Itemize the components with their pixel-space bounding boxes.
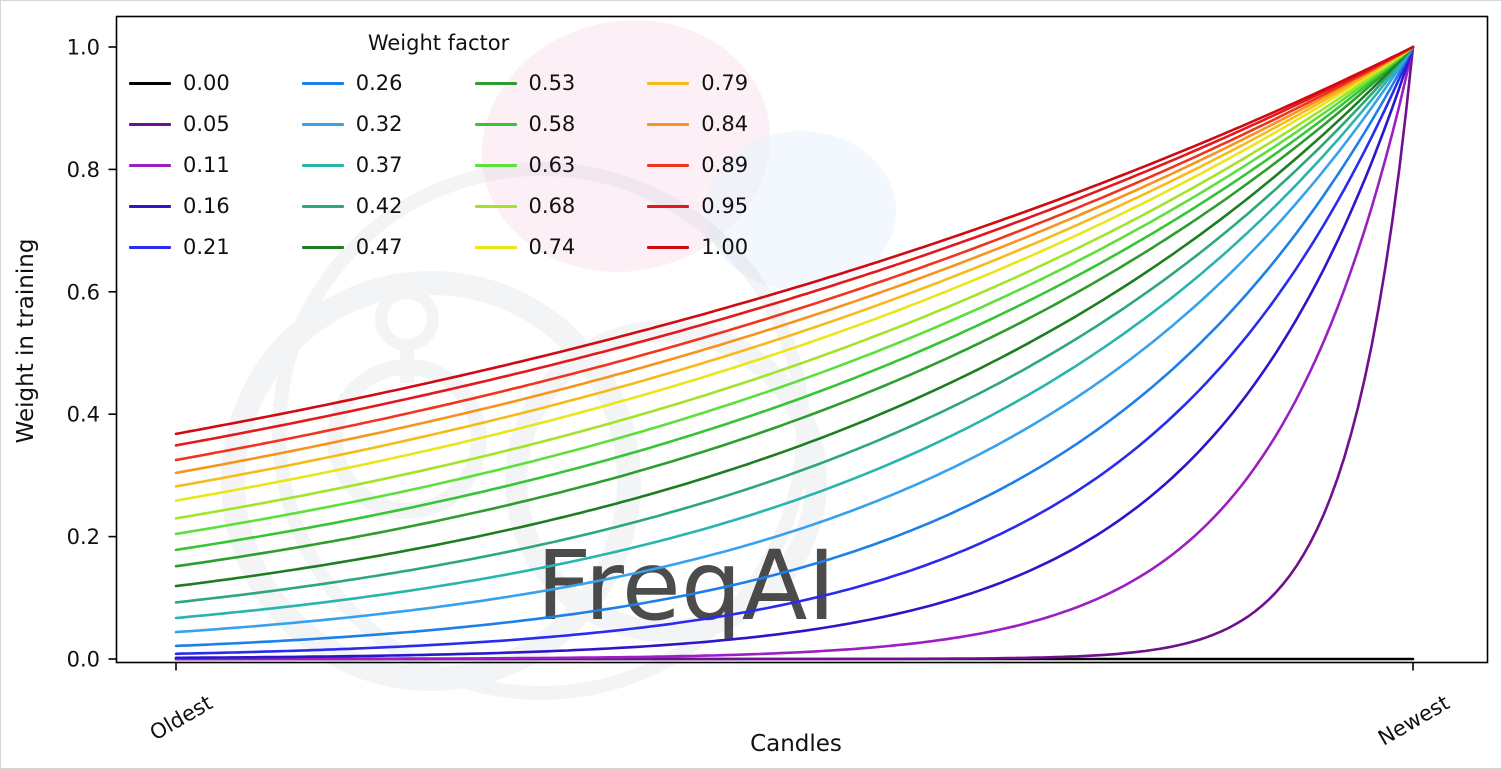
curve-wf-0.74 — [174, 45, 1415, 502]
y-tick-label: 0.8 — [67, 158, 100, 182]
watermark-ring-outer — [272, 162, 810, 700]
watermark-text: FreqAI — [536, 530, 836, 642]
y-tick-label: 0.0 — [67, 648, 100, 672]
x-tick-label: Newest — [1374, 691, 1453, 751]
curve-wf-0.68 — [174, 45, 1415, 520]
watermark-ring-medium — [505, 320, 827, 642]
curve-wf-0.79 — [174, 45, 1415, 488]
watermark-ring-large — [221, 271, 641, 691]
curve-wf-0.11 — [174, 45, 1415, 661]
x-axis-label: Candles — [750, 731, 842, 757]
freqai-watermark: FreqAI — [221, 20, 896, 700]
y-tick-label: 1.0 — [67, 36, 100, 60]
y-axis-label: Weight in training — [13, 239, 39, 444]
curve-wf-0.21 — [174, 45, 1415, 656]
curve-wf-0.26 — [174, 45, 1415, 648]
watermark-stopwatch-knob — [375, 287, 439, 351]
curve-wf-0.37 — [174, 45, 1415, 620]
y-tick-label: 0.4 — [67, 403, 100, 427]
watermark-blue-blob — [706, 131, 896, 291]
curve-wf-0.42 — [174, 45, 1415, 604]
curves-group — [174, 45, 1415, 661]
curve-wf-0.16 — [174, 45, 1415, 660]
curve-wf-0.95 — [174, 45, 1415, 447]
watermark-pink-blob — [481, 20, 771, 272]
curve-wf-0.63 — [174, 45, 1415, 536]
curve-wf-0.53 — [174, 45, 1415, 568]
curve-wf-0.89 — [174, 45, 1415, 462]
x-tick-label: Oldest — [146, 691, 217, 746]
y-tick-label: 0.6 — [67, 280, 100, 304]
y-tick-label: 0.2 — [67, 525, 100, 549]
curve-wf-0.84 — [174, 45, 1415, 475]
curve-wf-0.58 — [174, 45, 1415, 552]
curve-wf-1.00 — [174, 45, 1415, 436]
curve-wf-0.47 — [174, 45, 1415, 588]
y-axis-ticks: 0.0 0.2 0.4 0.6 0.8 1.0 — [67, 36, 117, 672]
curve-wf-0.32 — [174, 45, 1415, 634]
axes-box — [115, 15, 1489, 664]
